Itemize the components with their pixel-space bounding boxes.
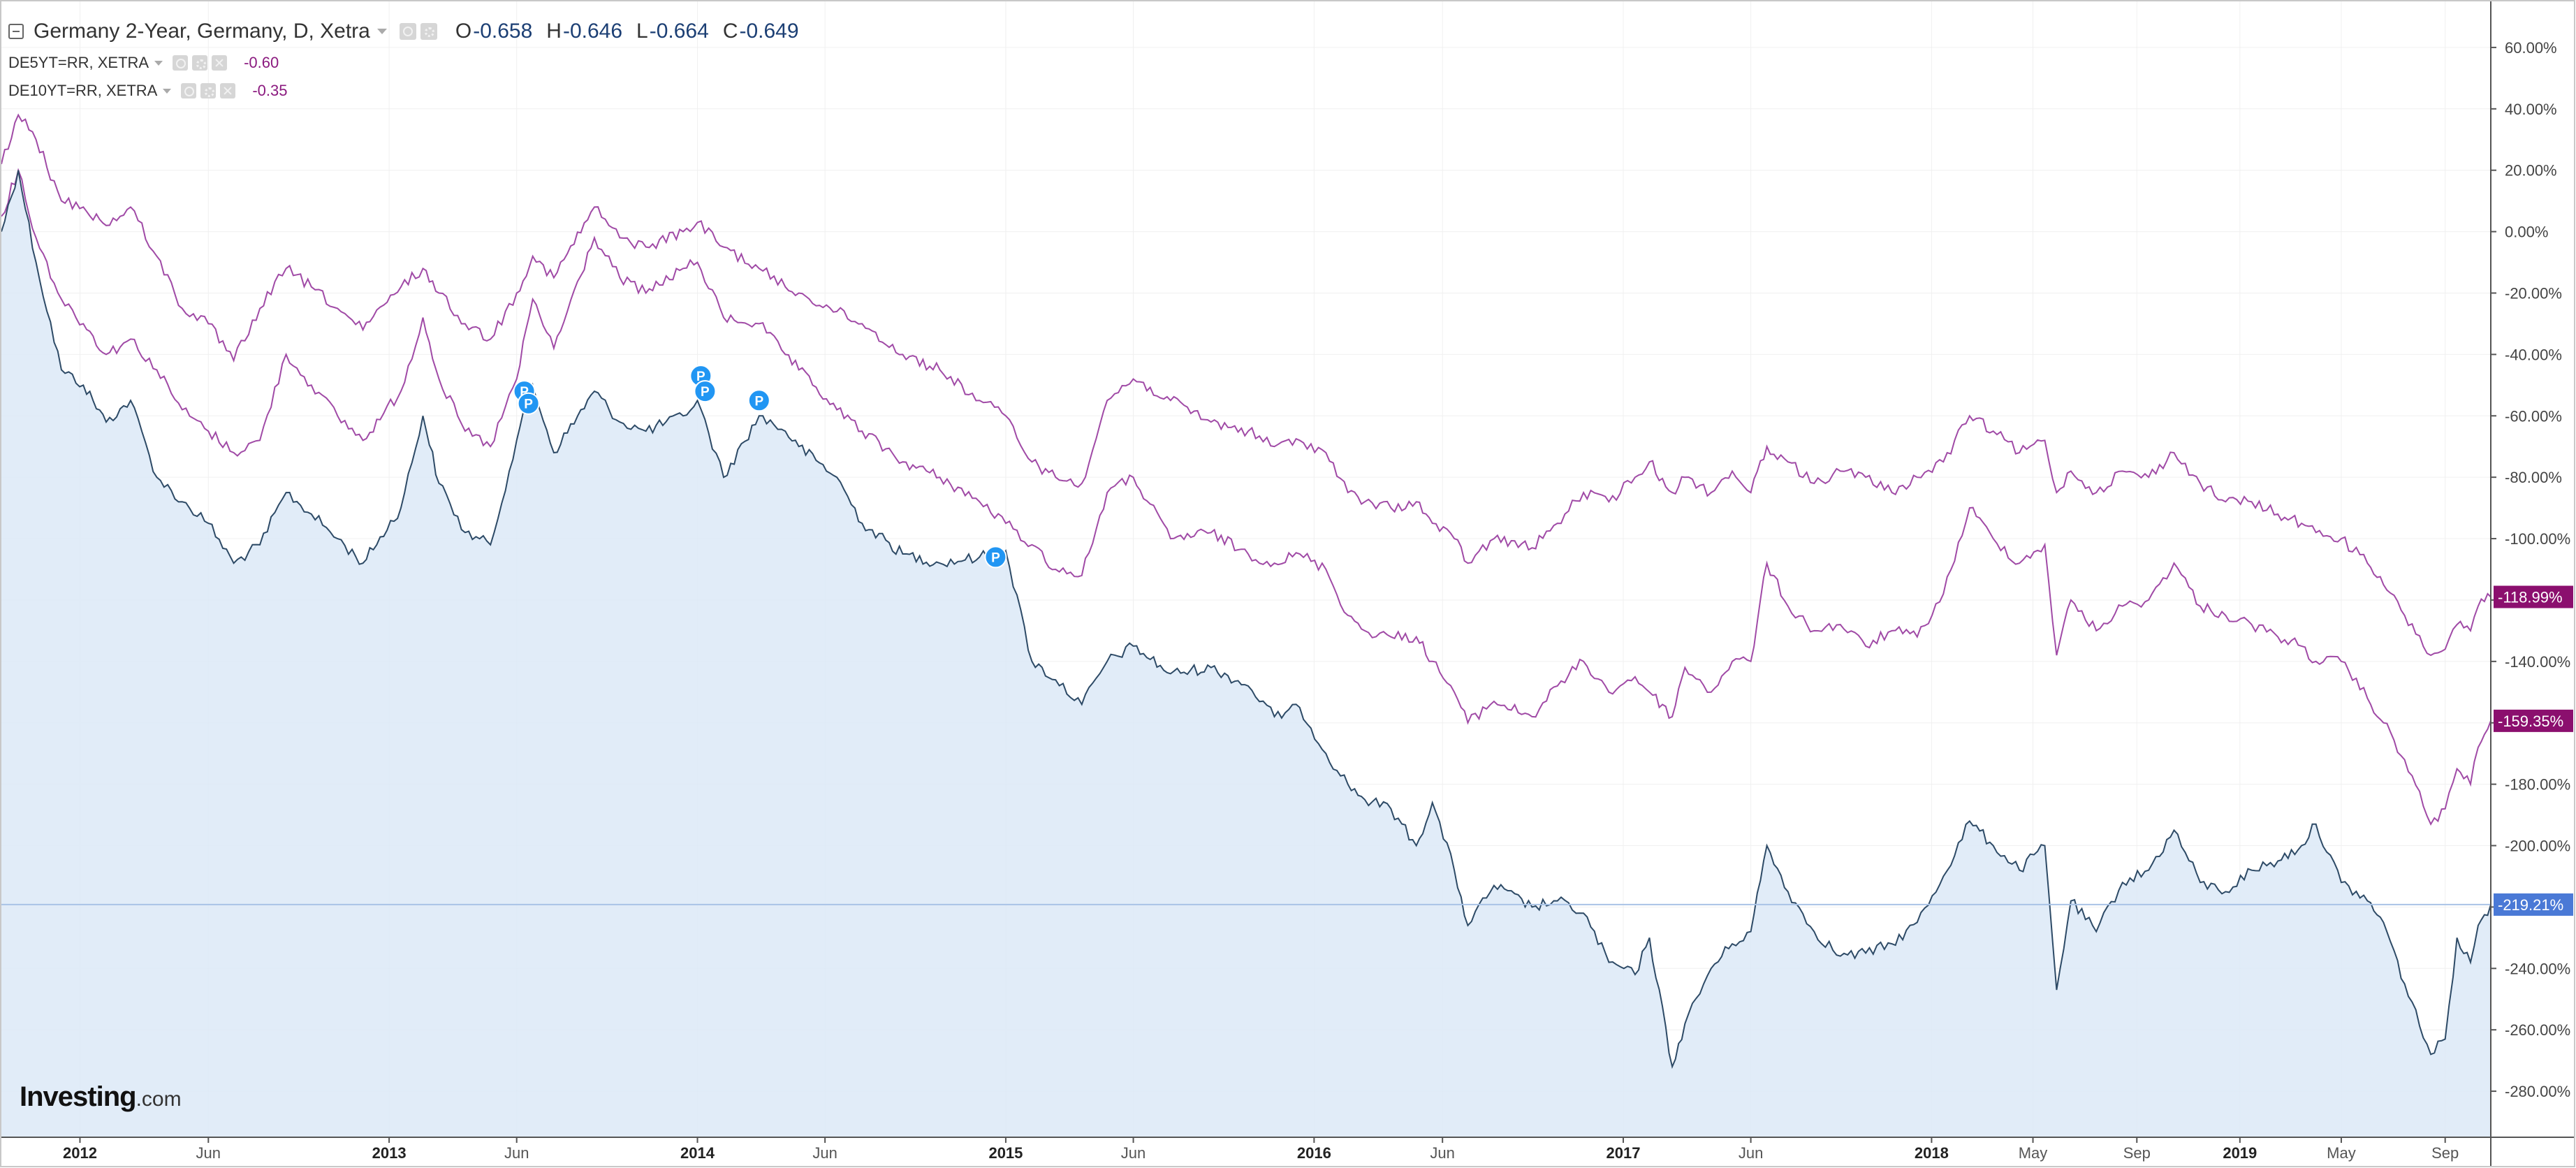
event-marker-label: P	[524, 397, 533, 412]
event-marker-label: P	[754, 394, 763, 409]
y-tick-label: -240.00%	[2505, 960, 2570, 977]
series-area-fill	[1, 170, 2491, 1138]
x-tick-label: 2013	[372, 1144, 407, 1162]
overlay-legend-10y: DE10YT=RR, XETRA -0.35	[8, 77, 799, 105]
x-tick-label: Jun	[504, 1144, 529, 1162]
x-tick-label: Jun	[1739, 1144, 1763, 1162]
x-tick-label: May	[2019, 1144, 2048, 1162]
x-tick-label: May	[2327, 1144, 2356, 1162]
x-tick-label: Jun	[1430, 1144, 1454, 1162]
series-line-DE5YT=RR	[1, 168, 2491, 826]
y-tick-label: 40.00%	[2505, 101, 2557, 118]
main-series-title: Germany 2-Year, Germany, D, Xetra	[34, 20, 370, 43]
low-value: -0.664	[649, 20, 709, 43]
x-tick-label: Sep	[2431, 1144, 2459, 1162]
y-tick-label: -200.00%	[2505, 838, 2570, 855]
close-value: -0.649	[739, 20, 799, 43]
high-label: H	[546, 20, 562, 43]
overlay-10y-title: DE10YT=RR, XETRA	[8, 82, 158, 99]
overlay-5y-title: DE5YT=RR, XETRA	[8, 54, 149, 71]
gear-icon[interactable]	[200, 83, 217, 98]
y-tick-label: -40.00%	[2505, 346, 2562, 363]
x-tick-label: 2014	[680, 1144, 715, 1162]
overlay-10y-value: -0.35	[252, 82, 288, 99]
y-tick-label: -80.00%	[2505, 469, 2562, 486]
y-tick-label: -140.00%	[2505, 653, 2570, 671]
event-marker-label: P	[991, 550, 1000, 565]
overlay-legend-5y: DE5YT=RR, XETRA -0.60	[8, 49, 799, 77]
last-value-badge	[2494, 893, 2573, 916]
event-marker	[694, 380, 717, 403]
last-value-badge	[2494, 585, 2573, 608]
logo-tld-text: .com	[136, 1088, 182, 1111]
chart-legend: Germany 2-Year, Germany, D, Xetra O -0.6…	[8, 14, 799, 105]
y-tick-label: 20.00%	[2505, 162, 2557, 180]
y-tick-label: 60.00%	[2505, 39, 2557, 57]
collapse-legend-button[interactable]	[8, 24, 24, 39]
low-label: L	[636, 20, 648, 43]
y-tick-label: -100.00%	[2505, 530, 2570, 548]
open-value: -0.658	[473, 20, 533, 43]
x-tick-label: 2012	[63, 1144, 97, 1162]
event-marker	[747, 389, 770, 412]
chevron-down-icon[interactable]	[163, 88, 172, 94]
event-marker	[984, 546, 1007, 569]
overlay-5y-value: -0.60	[244, 54, 279, 71]
y-tick-label: -280.00%	[2505, 1083, 2570, 1100]
main-series-legend: Germany 2-Year, Germany, D, Xetra O -0.6…	[8, 14, 799, 49]
x-tick-label: Sep	[2123, 1144, 2151, 1162]
chevron-down-icon[interactable]	[376, 29, 387, 34]
x-tick-label: 2016	[1297, 1144, 1331, 1162]
series-line-Germany 2-Year	[1, 170, 2491, 1070]
y-tick-label: 0.00%	[2505, 224, 2548, 241]
last-value-badge-label: -118.99%	[2498, 589, 2563, 606]
last-value-badge	[2494, 709, 2573, 732]
close-icon[interactable]	[220, 83, 236, 98]
x-tick-label: 2015	[988, 1144, 1023, 1162]
last-value-badge-label: -159.35%	[2498, 713, 2563, 730]
x-tick-label: Jun	[196, 1144, 221, 1162]
x-tick-label: 2019	[2223, 1144, 2257, 1162]
x-tick-label: Jun	[1121, 1144, 1146, 1162]
eye-icon[interactable]	[173, 55, 189, 71]
gear-icon[interactable]	[420, 23, 437, 40]
open-label: O	[455, 20, 472, 43]
close-label: C	[722, 20, 738, 43]
x-tick-label: 2017	[1607, 1144, 1641, 1162]
investing-logo: Investing.com	[20, 1081, 182, 1113]
event-marker	[517, 392, 540, 415]
event-marker-label: P	[701, 385, 710, 400]
y-tick-label: -180.00%	[2505, 776, 2570, 794]
logo-brand-text: Investing	[20, 1081, 137, 1112]
last-value-badge-label: -219.21%	[2498, 896, 2563, 914]
x-tick-label: Jun	[812, 1144, 837, 1162]
chevron-down-icon[interactable]	[154, 60, 163, 66]
y-tick-label: -60.00%	[2505, 407, 2562, 425]
series-line-DE10YT=RR	[1, 113, 2491, 657]
y-tick-label: -260.00%	[2505, 1021, 2570, 1039]
close-icon[interactable]	[212, 55, 228, 71]
high-value: -0.646	[562, 20, 623, 43]
eye-icon[interactable]	[181, 83, 197, 98]
gear-icon[interactable]	[192, 55, 208, 71]
y-tick-label: -20.00%	[2505, 284, 2562, 302]
x-tick-label: 2018	[1915, 1144, 1949, 1162]
eye-icon[interactable]	[399, 23, 416, 40]
